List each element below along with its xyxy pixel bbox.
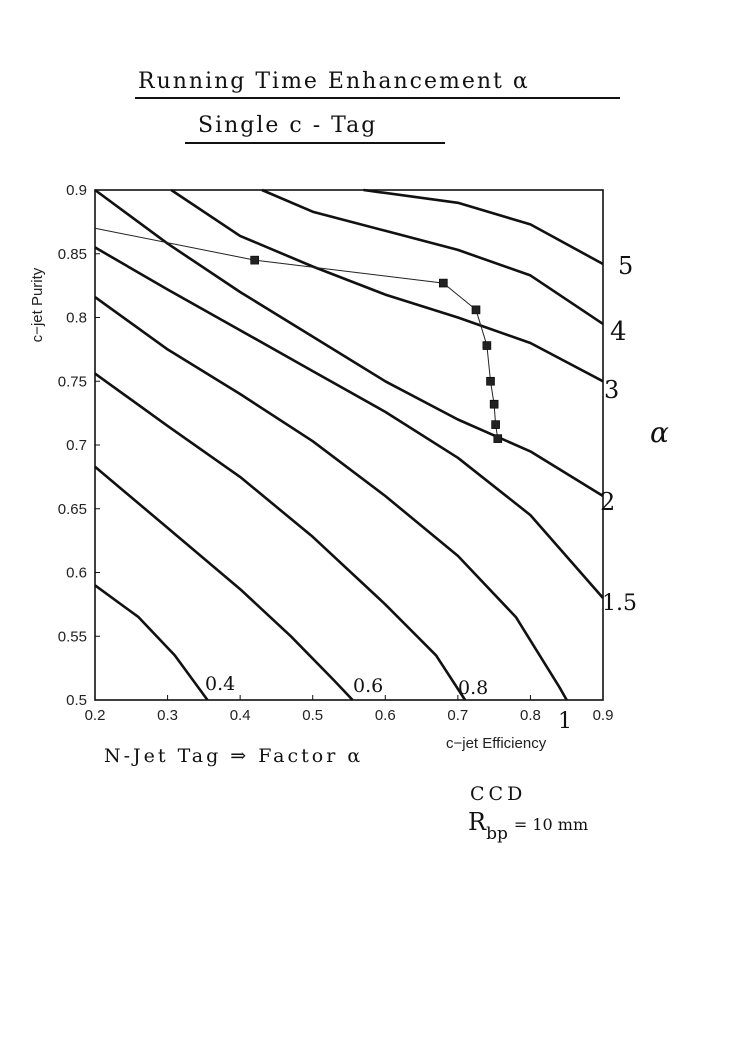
contour-line-1-5 bbox=[94, 246, 604, 599]
chart-subtitle: Single c - Tag bbox=[198, 113, 377, 138]
x-tick-label: 0.7 bbox=[447, 707, 468, 724]
y-tick-label: 0.5 bbox=[66, 692, 87, 709]
contour-line-2 bbox=[94, 188, 604, 498]
x-tick-label: 0.9 bbox=[593, 707, 614, 724]
axis-ticks: 0.2 0.3 0.4 0.5 0.6 0.7 0.8 0.9 0.5 0.55 0.6 0.65 0.… bbox=[58, 182, 614, 724]
y-tick-label: 0.55 bbox=[58, 628, 87, 645]
right-label-3: 3 bbox=[604, 376, 619, 404]
y-tick-label: 0.8 bbox=[66, 310, 87, 327]
data-point-marker bbox=[486, 376, 495, 386]
chart-title: Running Time Enhancement α bbox=[138, 69, 530, 94]
x-tick-label: 0.6 bbox=[375, 707, 396, 724]
contour-line-0-4 bbox=[94, 584, 209, 701]
data-point-marker bbox=[491, 420, 500, 429]
y-tick-label: 0.7 bbox=[66, 437, 87, 454]
x-tick-label: 0.4 bbox=[230, 707, 251, 724]
contour-label-0-4: 0.4 bbox=[205, 673, 235, 695]
data-markers bbox=[250, 255, 503, 443]
plot-frame bbox=[94, 189, 604, 701]
data-point-marker bbox=[489, 399, 499, 409]
contour-label-0-6: 0.6 bbox=[353, 675, 383, 697]
right-label-2: 2 bbox=[600, 488, 615, 516]
contour-line-4 bbox=[261, 188, 604, 325]
contour-line-unlabeled-1 bbox=[94, 465, 354, 701]
right-label-5: 5 bbox=[618, 252, 633, 280]
x-tick-label: 0.2 bbox=[85, 707, 106, 724]
contour-line-0-6 bbox=[94, 372, 467, 701]
x-tick-label: 0.5 bbox=[302, 707, 323, 724]
alpha-axis-symbol: α bbox=[650, 416, 669, 449]
data-point-marker bbox=[471, 305, 481, 315]
right-label-4: 4 bbox=[610, 317, 627, 347]
data-point-marker bbox=[439, 278, 448, 288]
y-tick-label: 0.6 bbox=[66, 565, 87, 582]
contour-line-5 bbox=[363, 188, 604, 266]
data-point-marker bbox=[493, 434, 503, 443]
y-tick-label: 0.9 bbox=[66, 182, 87, 199]
x-tick-label: 0.8 bbox=[520, 707, 541, 724]
y-tick-label: 0.65 bbox=[58, 501, 87, 518]
contour-line-3 bbox=[170, 188, 604, 383]
contour-lines bbox=[94, 188, 604, 701]
contour-label-0-8: 0.8 bbox=[458, 677, 488, 699]
note-rbp: Rbp = 10 mm bbox=[468, 808, 588, 844]
data-point-marker bbox=[482, 341, 492, 350]
y-tick-label: 0.85 bbox=[58, 246, 87, 263]
x-axis-label: c−jet Efficiency bbox=[446, 735, 547, 752]
x-tick-label: 0.3 bbox=[157, 707, 178, 724]
right-label-1-5: 1.5 bbox=[602, 591, 637, 616]
data-point-marker bbox=[250, 255, 259, 265]
contour-line-unlabeled-3 bbox=[94, 296, 568, 701]
note-jet-tag-factor: N-Jet Tag ⇒ Factor α bbox=[104, 745, 363, 767]
contour-label-1: 1 bbox=[558, 709, 572, 734]
y-tick-label: 0.75 bbox=[58, 373, 87, 390]
y-axis-label: c−jet Purity bbox=[29, 267, 46, 342]
note-ccd: CCD bbox=[470, 783, 526, 805]
